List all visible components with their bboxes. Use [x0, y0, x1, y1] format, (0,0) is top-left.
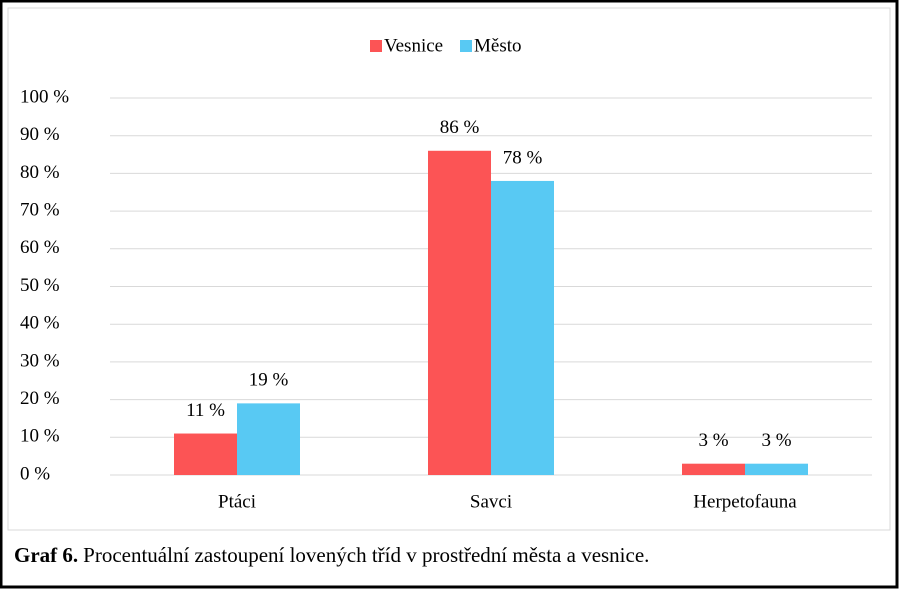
y-tick-label: 90 % — [20, 124, 60, 145]
bar — [682, 463, 745, 475]
legend-swatch — [370, 40, 382, 52]
bar — [174, 433, 237, 475]
legend-swatch — [460, 40, 472, 52]
bar — [745, 463, 808, 475]
y-tick-label: 20 % — [20, 388, 60, 409]
y-tick-label: 50 % — [20, 275, 60, 296]
y-tick-label: 30 % — [20, 350, 60, 371]
legend: Vesnice Město — [370, 35, 522, 56]
bar — [237, 403, 300, 475]
data-label: 11 % — [186, 400, 225, 421]
data-label: 86 % — [440, 117, 480, 138]
y-tick-label: 100 % — [20, 86, 69, 107]
legend-label: Vesnice — [384, 35, 443, 56]
legend-label: Město — [474, 35, 522, 56]
caption-text: Procentuální zastoupení lovených tříd v … — [83, 543, 649, 567]
x-tick-label: Ptáci — [218, 491, 256, 512]
data-label: 19 % — [249, 370, 289, 391]
y-tick-label: 80 % — [20, 162, 60, 183]
data-label: 3 % — [761, 430, 791, 451]
data-label: 78 % — [503, 147, 543, 168]
y-tick-label: 40 % — [20, 313, 60, 334]
x-tick-label: Savci — [470, 491, 512, 512]
data-label: 3 % — [698, 430, 728, 451]
caption-label: Graf 6. — [14, 543, 78, 567]
bar — [428, 150, 491, 475]
y-tick-label: 70 % — [20, 199, 60, 220]
y-tick-label: 0 % — [20, 463, 50, 484]
caption: Graf 6. Procentuální zastoupení lovených … — [14, 543, 649, 567]
y-tick-label: 60 % — [20, 237, 60, 258]
bar — [491, 180, 554, 475]
y-tick-label: 10 % — [20, 426, 60, 447]
x-tick-label: Herpetofauna — [693, 491, 797, 512]
